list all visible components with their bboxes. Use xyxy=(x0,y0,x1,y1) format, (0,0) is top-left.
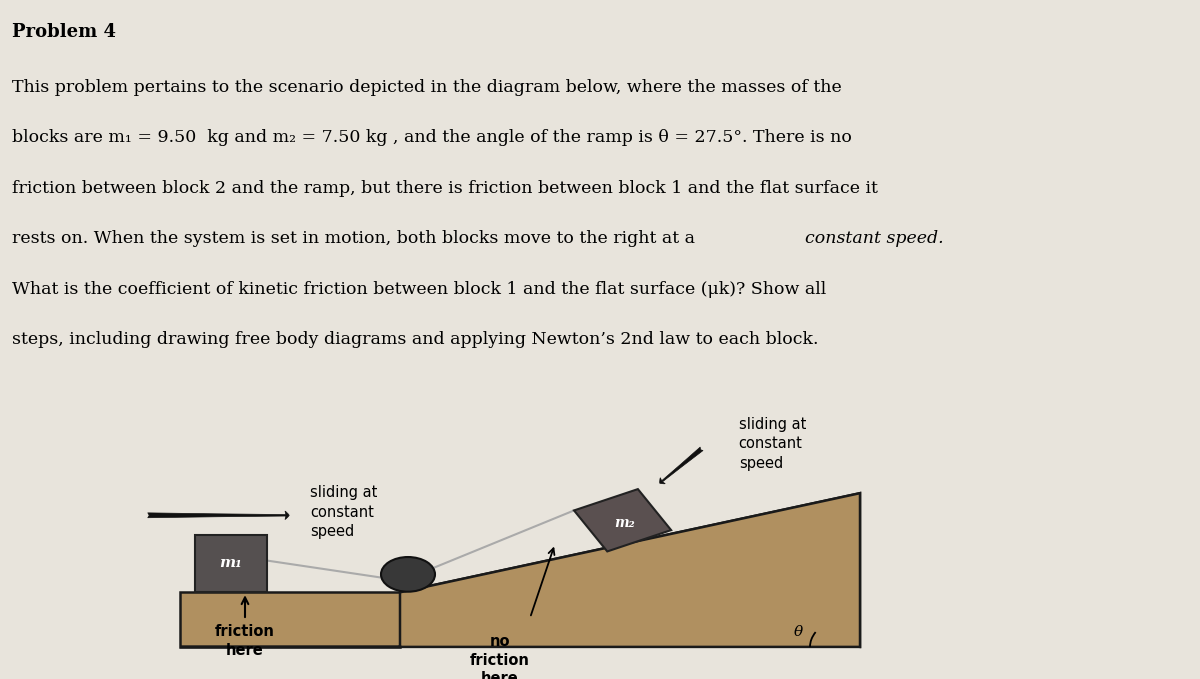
Text: no
friction
here: no friction here xyxy=(470,634,530,679)
Text: What is the coefficient of kinetic friction between block 1 and the flat surface: What is the coefficient of kinetic frict… xyxy=(12,281,827,298)
Text: θ: θ xyxy=(793,625,803,639)
Text: friction
here: friction here xyxy=(215,625,275,658)
Text: sliding at
constant
speed: sliding at constant speed xyxy=(310,485,377,539)
Bar xyxy=(194,534,266,592)
Text: steps, including drawing free body diagrams and applying Newton’s 2nd law to eac: steps, including drawing free body diagr… xyxy=(12,331,818,348)
Polygon shape xyxy=(180,493,860,647)
Text: m₂: m₂ xyxy=(614,517,635,530)
Text: m₁: m₁ xyxy=(220,557,242,570)
Polygon shape xyxy=(574,489,671,551)
Text: Problem 4: Problem 4 xyxy=(12,23,116,41)
Text: sliding at
constant
speed: sliding at constant speed xyxy=(739,417,806,471)
Circle shape xyxy=(382,557,436,591)
Text: constant speed.: constant speed. xyxy=(805,230,943,247)
Polygon shape xyxy=(400,493,860,647)
Text: rests on. When the system is set in motion, both blocks move to the right at a: rests on. When the system is set in moti… xyxy=(12,230,701,247)
Text: friction between block 2 and the ramp, but there is friction between block 1 and: friction between block 2 and the ramp, b… xyxy=(12,180,878,197)
Bar xyxy=(180,592,400,647)
Text: This problem pertains to the scenario depicted in the diagram below, where the m: This problem pertains to the scenario de… xyxy=(12,79,841,96)
Text: blocks are m₁ = 9.50  kg and m₂ = 7.50 kg , and the angle of the ramp is θ = 27.: blocks are m₁ = 9.50 kg and m₂ = 7.50 kg… xyxy=(12,129,852,146)
